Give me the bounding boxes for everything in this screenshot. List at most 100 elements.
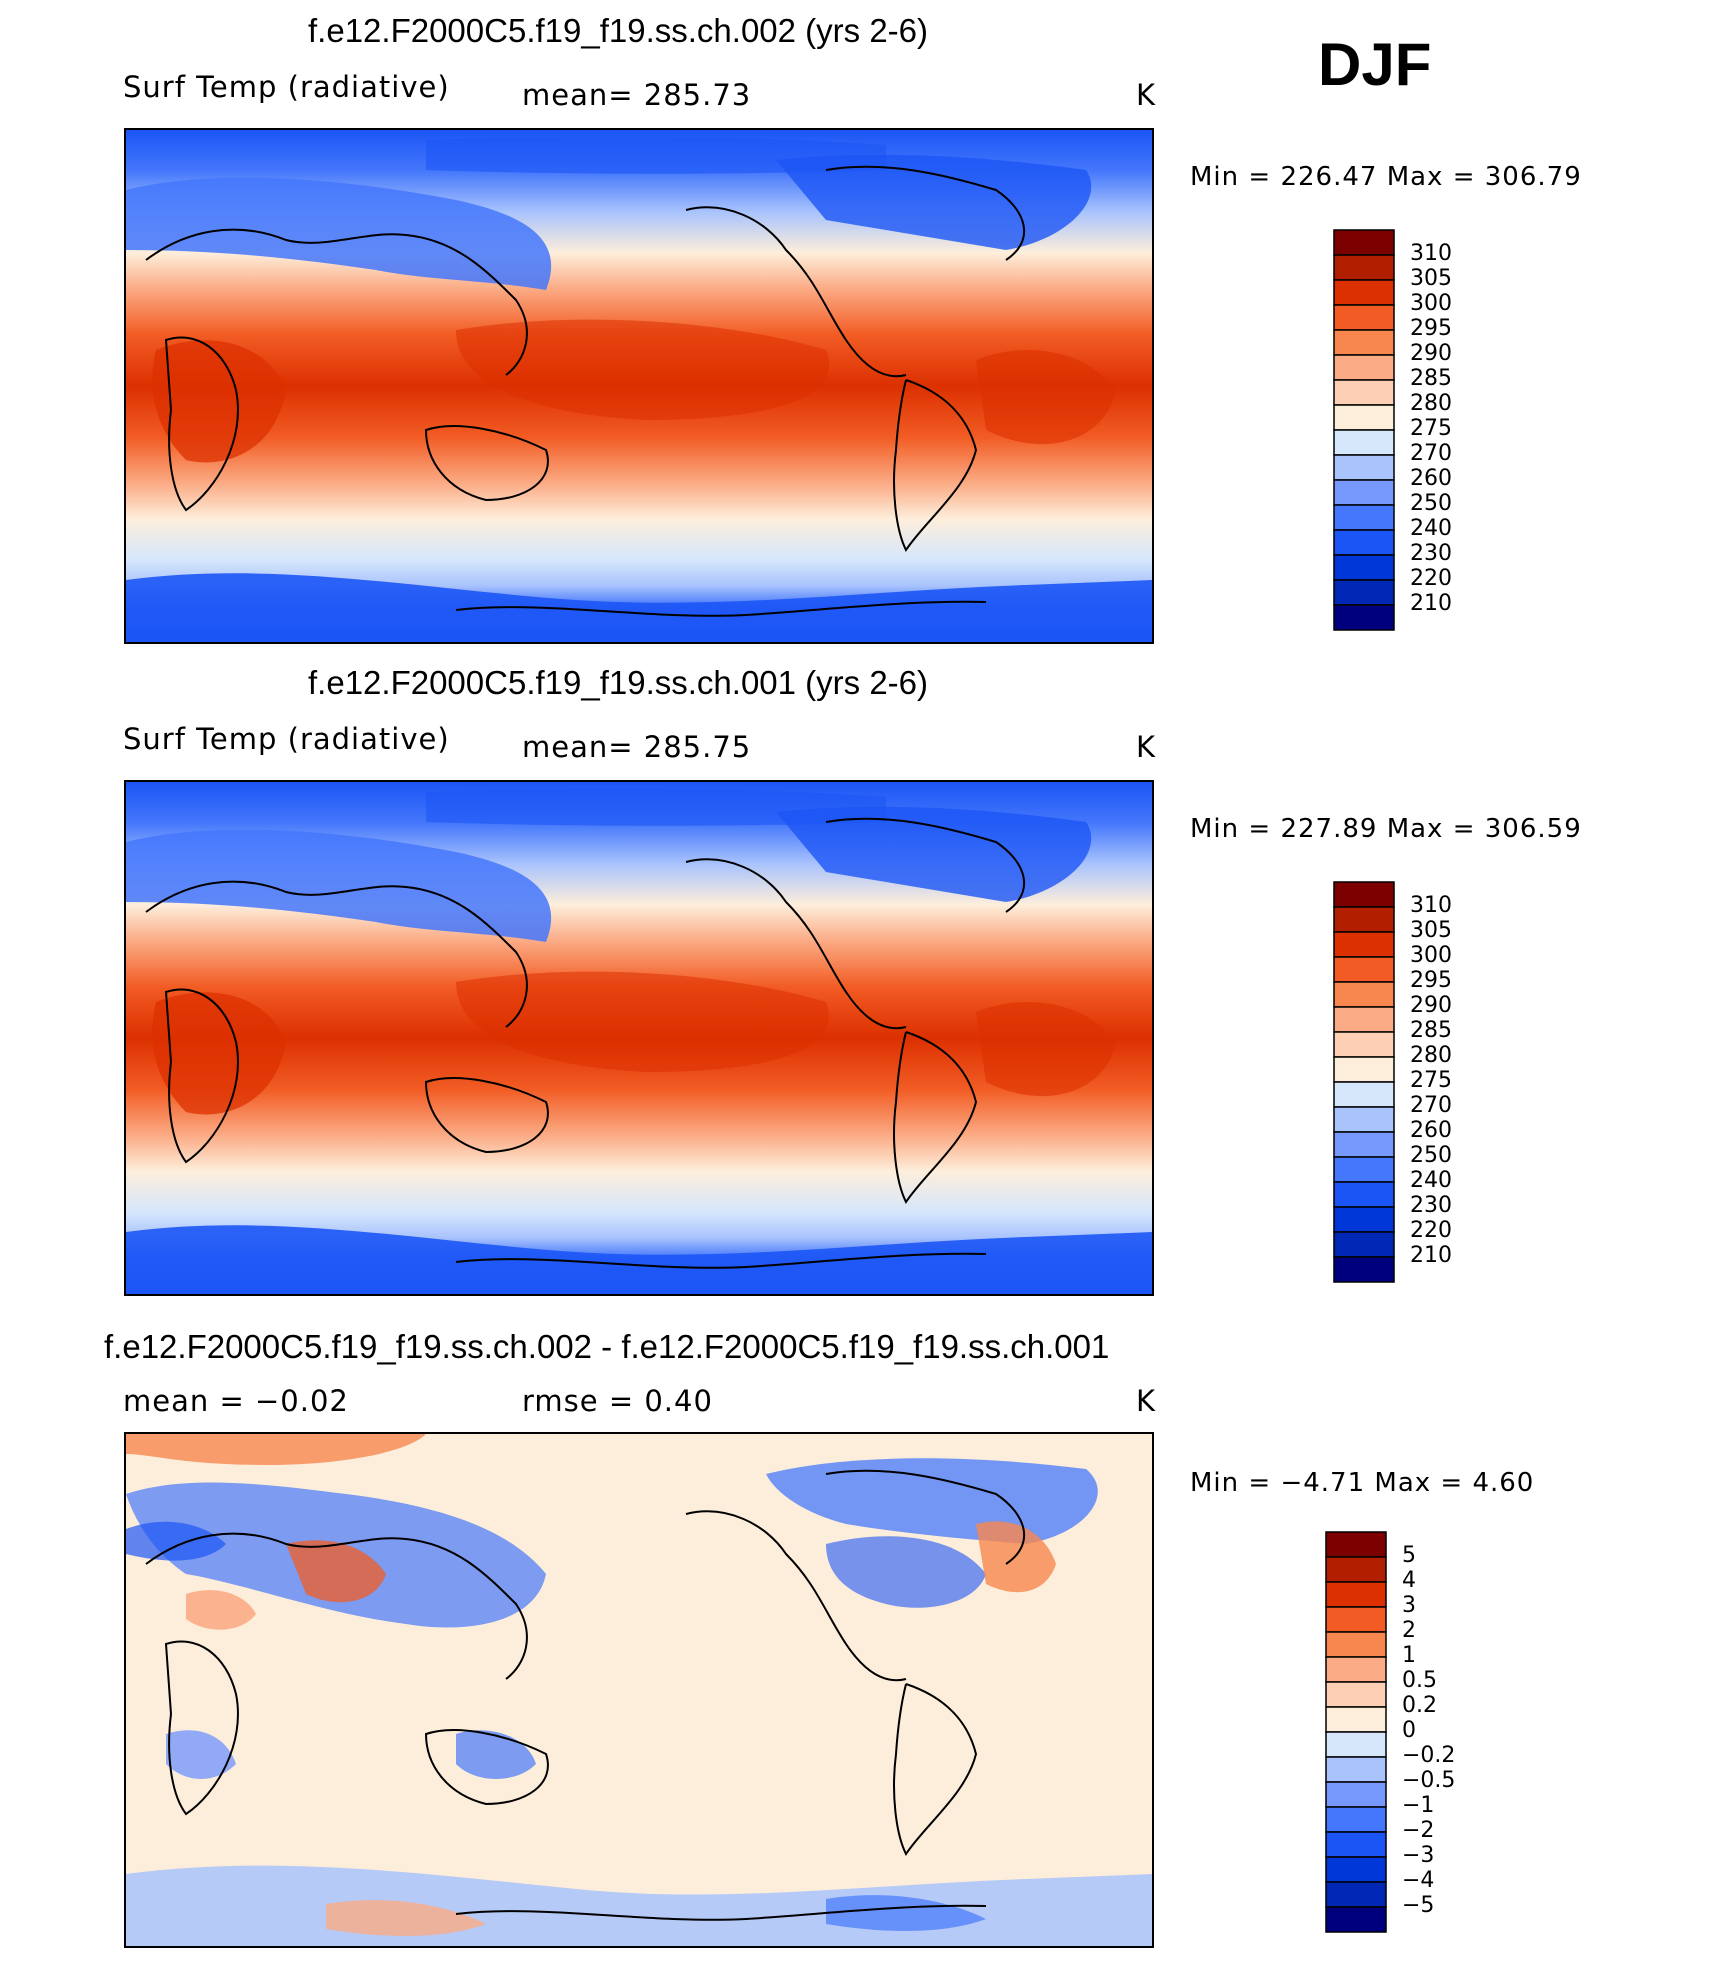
panel-2-temperature-field — [126, 782, 1152, 1294]
colorbar-tick-label: 275 — [1410, 416, 1452, 441]
colorbar-swatch — [1325, 1706, 1387, 1733]
panel-3-difference-field — [126, 1434, 1152, 1946]
colorbar-swatch — [1333, 931, 1395, 958]
colorbar-tick-label: −0.2 — [1402, 1743, 1456, 1768]
colorbar-tick-label: 240 — [1410, 516, 1452, 541]
colorbar-swatch — [1333, 1181, 1395, 1208]
colorbar-swatch — [1333, 504, 1395, 531]
colorbar-swatch — [1333, 906, 1395, 933]
colorbar-tick-label: −3 — [1402, 1843, 1435, 1868]
colorbar-swatch — [1325, 1831, 1387, 1858]
colorbar-tick-label: 250 — [1410, 1143, 1452, 1168]
colorbar-tick-label: 1 — [1402, 1643, 1416, 1668]
colorbar-swatch — [1333, 604, 1395, 631]
colorbar-swatch — [1333, 429, 1395, 456]
colorbar-tick-label: 260 — [1410, 466, 1452, 491]
colorbar-swatch — [1333, 479, 1395, 506]
panel-2-map — [124, 780, 1154, 1296]
colorbar-swatch — [1333, 1081, 1395, 1108]
colorbar-swatch — [1333, 1156, 1395, 1183]
colorbar-tick-label: 290 — [1410, 341, 1452, 366]
colorbar-swatch — [1325, 1606, 1387, 1633]
panel-1-temperature-field — [126, 130, 1152, 642]
colorbar-tick-label: 285 — [1410, 1018, 1452, 1043]
panel-2-minmax: Min = 227.89 Max = 306.59 — [1190, 814, 1582, 844]
colorbar-tick-label: 0 — [1402, 1718, 1416, 1743]
colorbar-swatch — [1325, 1856, 1387, 1883]
colorbar-tick-label: 5 — [1402, 1543, 1416, 1568]
colorbar-tick-label: 0.5 — [1402, 1668, 1437, 1693]
colorbar-tick-label: 290 — [1410, 993, 1452, 1018]
colorbar-swatch — [1333, 229, 1395, 256]
colorbar-swatch — [1333, 329, 1395, 356]
colorbar-tick-label: 270 — [1410, 441, 1452, 466]
colorbar-swatch — [1325, 1581, 1387, 1608]
colorbar-tick-label: 3 — [1402, 1593, 1416, 1618]
panel-2-colorbar-swatches — [1333, 881, 1395, 1283]
colorbar-swatch — [1333, 881, 1395, 908]
panel-3-map — [124, 1432, 1154, 1948]
panel-2-colorbar — [1332, 880, 1396, 1292]
season-label: DJF — [1318, 31, 1432, 98]
colorbar-tick-label: 250 — [1410, 491, 1452, 516]
colorbar-swatch — [1333, 1256, 1395, 1283]
panel-3-units-label: K — [1136, 1384, 1157, 1418]
colorbar-tick-label: 240 — [1410, 1168, 1452, 1193]
colorbar-tick-label: −0.5 — [1402, 1768, 1456, 1793]
panel-3-title: f.e12.F2000C5.f19_f19.ss.ch.002 - f.e12.… — [104, 1328, 1110, 1365]
colorbar-swatch — [1333, 354, 1395, 381]
colorbar-tick-label: 260 — [1410, 1118, 1452, 1143]
colorbar-swatch — [1333, 981, 1395, 1008]
colorbar-swatch — [1325, 1806, 1387, 1833]
colorbar-tick-label: 270 — [1410, 1093, 1452, 1118]
colorbar-tick-label: −4 — [1402, 1868, 1435, 1893]
panel-1-title: f.e12.F2000C5.f19_f19.ss.ch.002 (yrs 2-6… — [308, 12, 929, 49]
colorbar-tick-label: 230 — [1410, 1193, 1452, 1218]
colorbar-tick-label: 0.2 — [1402, 1693, 1437, 1718]
panel-1-colorbar — [1332, 228, 1396, 640]
panel-1-colorbar-swatches — [1333, 229, 1395, 631]
colorbar-swatch — [1325, 1906, 1387, 1933]
panel-2-title: f.e12.F2000C5.f19_f19.ss.ch.001 (yrs 2-6… — [308, 664, 929, 701]
panel-1-minmax: Min = 226.47 Max = 306.79 — [1190, 162, 1582, 192]
colorbar-swatch — [1325, 1881, 1387, 1908]
colorbar-swatch — [1333, 379, 1395, 406]
colorbar-tick-label: 305 — [1410, 918, 1452, 943]
panel-2-variable-label: Surf Temp (radiative) — [123, 722, 450, 756]
colorbar-tick-label: 285 — [1410, 366, 1452, 391]
colorbar-swatch — [1325, 1631, 1387, 1658]
colorbar-swatch — [1325, 1781, 1387, 1808]
panel-1-units-label: K — [1136, 78, 1157, 112]
colorbar-swatch — [1325, 1656, 1387, 1683]
colorbar-tick-label: 305 — [1410, 266, 1452, 291]
panel-3-mean-label: mean = −0.02 — [123, 1384, 349, 1418]
colorbar-swatch — [1333, 529, 1395, 556]
panel-3-rmse-label: rmse = 0.40 — [522, 1384, 713, 1418]
colorbar-swatch — [1333, 1031, 1395, 1058]
colorbar-tick-label: 220 — [1410, 566, 1452, 591]
colorbar-tick-label: 295 — [1410, 316, 1452, 341]
colorbar-swatch — [1325, 1731, 1387, 1758]
colorbar-tick-label: 2 — [1402, 1618, 1416, 1643]
colorbar-swatch — [1333, 956, 1395, 983]
panel-2-units-label: K — [1136, 730, 1157, 764]
colorbar-swatch — [1333, 1206, 1395, 1233]
panel-2-mean-label: mean= 285.75 — [522, 730, 752, 764]
colorbar-swatch — [1333, 1056, 1395, 1083]
colorbar-swatch — [1333, 254, 1395, 281]
colorbar-tick-label: 300 — [1410, 943, 1452, 968]
colorbar-swatch — [1333, 404, 1395, 431]
colorbar-swatch — [1325, 1681, 1387, 1708]
colorbar-tick-label: 310 — [1410, 241, 1452, 266]
colorbar-tick-label: 210 — [1410, 591, 1452, 616]
colorbar-swatch — [1325, 1556, 1387, 1583]
colorbar-tick-label: 295 — [1410, 968, 1452, 993]
colorbar-swatch — [1333, 579, 1395, 606]
colorbar-swatch — [1325, 1531, 1387, 1558]
colorbar-tick-label: −5 — [1402, 1893, 1435, 1918]
colorbar-tick-label: 4 — [1402, 1568, 1416, 1593]
colorbar-swatch — [1333, 1006, 1395, 1033]
colorbar-swatch — [1333, 1106, 1395, 1133]
colorbar-tick-label: −2 — [1402, 1818, 1435, 1843]
panel-3-colorbar-swatches — [1325, 1531, 1387, 1933]
